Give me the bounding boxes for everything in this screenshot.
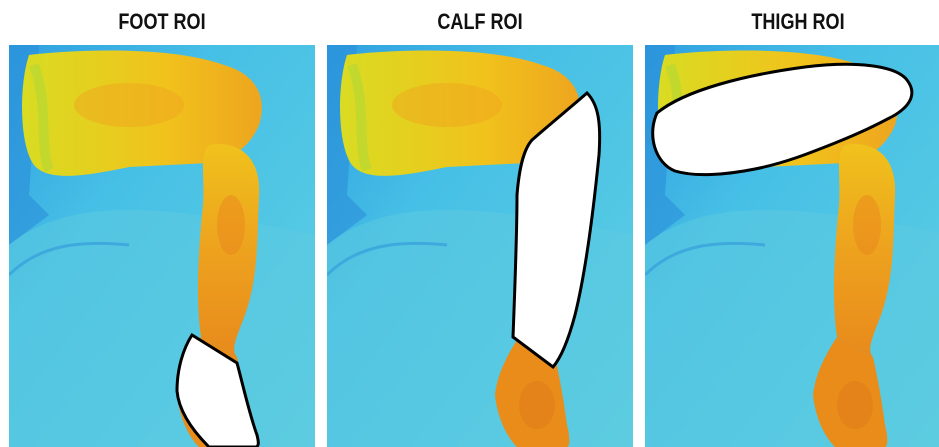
foot-roi-panel: FOOT ROI (9, 0, 315, 447)
panel-title: CALF ROI (437, 9, 523, 34)
thermal-image-calf (327, 45, 633, 447)
foot-roi-region (175, 332, 260, 447)
panel-title: THIGH ROI (751, 9, 845, 34)
thigh-roi-region (651, 62, 914, 177)
thermal-image-foot (9, 45, 315, 447)
thigh-roi-panel: THIGH ROI (645, 0, 939, 447)
calf-roi-region (511, 90, 602, 370)
thermal-image-thigh (645, 45, 939, 447)
panel-title: FOOT ROI (118, 9, 206, 34)
calf-roi-panel: CALF ROI (327, 0, 633, 447)
